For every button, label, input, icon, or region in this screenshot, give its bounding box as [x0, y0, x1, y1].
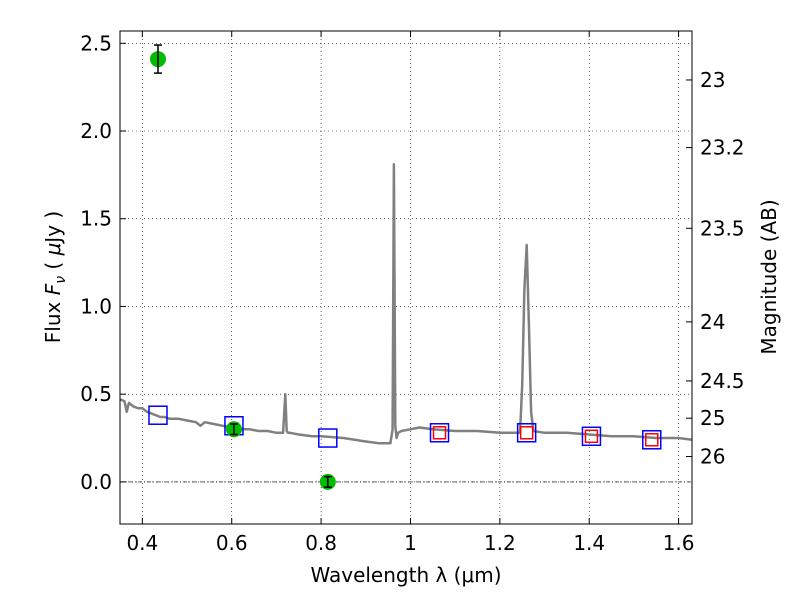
mag-tick-label: 26	[700, 445, 725, 469]
grid	[120, 31, 692, 524]
photometry-square	[148, 405, 168, 425]
mag-tick-label: 24	[700, 310, 725, 334]
y-tick-label: 0.0	[80, 470, 112, 494]
mag-tick-label: 24.5	[700, 369, 745, 393]
y-tick-label: 2.5	[80, 31, 112, 55]
x-tick-label: 1.2	[484, 531, 516, 555]
spectrum-line	[119, 163, 693, 445]
x-tick-label: 0.8	[305, 531, 337, 555]
mag-tick-label: 23.2	[700, 136, 745, 160]
photometry-square	[432, 426, 447, 440]
photometry-square	[645, 433, 659, 447]
photometry-square	[318, 428, 338, 448]
mag-tick-label: 25	[700, 406, 725, 430]
mag-tick-label: 23	[700, 68, 725, 92]
x-tick-label: 1.4	[573, 531, 605, 555]
y-tick-label: 1.0	[80, 294, 112, 318]
x-axis-label: Wavelength λ (μm)	[310, 563, 501, 587]
x-tick-label: 1.6	[663, 531, 695, 555]
x-tick-label: 1	[404, 531, 417, 555]
data-series	[119, 44, 693, 490]
x-tick-label: 0.6	[216, 531, 248, 555]
y2-axis-label: Magnitude (AB)	[757, 199, 781, 354]
ticks: 0.4 0.6 0.8 1 1.2 1.4 1.6 0.0 0.5 1.0 1.5 2.0 2.5 23 2…	[80, 31, 745, 555]
y-axis-label: Flux Fν ( μJy )	[41, 211, 69, 343]
photometry-square	[429, 423, 450, 443]
photometry-square	[581, 426, 602, 447]
y-tick-label: 1.5	[80, 207, 112, 231]
y-tick-label: 0.5	[80, 382, 112, 406]
x-tick-label: 0.4	[126, 531, 158, 555]
y-tick-label: 2.0	[80, 119, 112, 143]
mag-tick-label: 23.5	[700, 216, 745, 240]
photometry-square	[519, 426, 534, 440]
photometry-square	[584, 429, 599, 444]
plot-frame	[119, 30, 693, 525]
photometry-square	[642, 430, 662, 450]
photometry-square	[516, 423, 537, 443]
